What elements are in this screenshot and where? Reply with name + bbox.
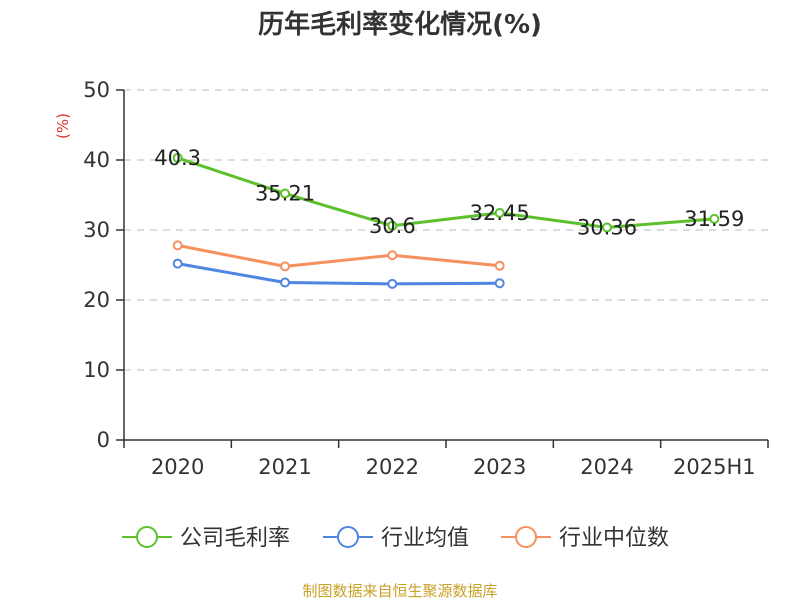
axes: 0 10 20 30 40 50 2020 2021 2022 2023 2024 2025H1 <box>83 78 769 479</box>
x-tick-label-2020: 2020 <box>151 455 204 479</box>
legend-label-0: 公司毛利率 <box>180 526 290 551</box>
series-1-point-2020 <box>172 258 183 269</box>
source-note: 制图数据来自恒生聚源数据库 <box>302 582 497 600</box>
series-1-point-2021 <box>280 277 290 288</box>
x-tick-label-2024: 2024 <box>580 455 633 479</box>
legend-label-1: 行业均值 <box>381 526 469 551</box>
x-tick-label-2023: 2023 <box>473 455 526 479</box>
y-tick-label-10: 10 <box>83 358 110 382</box>
data-label-2025H1: 31.59 <box>684 207 744 231</box>
series-0-point-2021 <box>280 188 290 199</box>
series-2-point-2021 <box>280 261 290 272</box>
x-tick-label-2025H1: 2025H1 <box>673 455 756 479</box>
legend-label-2: 行业中位数 <box>559 526 669 551</box>
chart-title: 历年毛利率变化情况(%) <box>258 9 542 40</box>
series-line-1 <box>176 262 502 286</box>
legend-item-2[interactable]: 行业中位数 <box>501 526 669 551</box>
series-0-point-2020 <box>172 152 183 163</box>
series-line-0 <box>176 156 716 229</box>
data-label-2021: 35.21 <box>255 182 315 206</box>
data-label-2024: 30.36 <box>577 215 637 239</box>
legend-marker-2 <box>515 526 537 548</box>
y-tick-label-20: 20 <box>83 288 110 312</box>
legend-item-0[interactable]: 公司毛利率 <box>122 526 290 551</box>
x-tick-label-2021: 2021 <box>258 455 311 479</box>
series-0-point-2023 <box>494 207 505 218</box>
series-2-point-2020 <box>172 240 183 251</box>
series-0-point-2022 <box>387 220 398 231</box>
series-1-point-2022 <box>387 278 398 289</box>
series-line-2 <box>176 243 502 268</box>
data-label-2022: 30.6 <box>369 214 416 238</box>
legend-marker-1 <box>337 526 359 548</box>
y-tick-label-50: 50 <box>83 78 110 102</box>
legend-item-1[interactable]: 行业均值 <box>323 526 469 551</box>
data-label-2023: 32.45 <box>470 201 530 225</box>
series-0-point-2024 <box>602 222 612 233</box>
series-1-point-2023 <box>494 278 505 289</box>
series-lines <box>172 152 720 289</box>
data-labels: 40.3 35.21 30.6 32.45 30.36 31.59 <box>154 146 744 240</box>
grid-lines <box>124 89 768 371</box>
y-tick-label-40: 40 <box>83 148 110 172</box>
series-0-point-2025H1 <box>709 213 720 224</box>
x-tick-label-2022: 2022 <box>366 455 419 479</box>
series-2-point-2023 <box>494 260 505 271</box>
data-label-2020: 40.3 <box>154 146 201 170</box>
series-2-point-2022 <box>387 250 398 261</box>
y-axis-unit-label: (%) <box>54 113 72 139</box>
legend[interactable]: 公司毛利率 行业均值 行业中位数 <box>122 526 669 551</box>
y-tick-label-30: 30 <box>83 218 110 242</box>
legend-marker-0 <box>136 526 158 548</box>
y-tick-label-0: 0 <box>97 428 110 452</box>
